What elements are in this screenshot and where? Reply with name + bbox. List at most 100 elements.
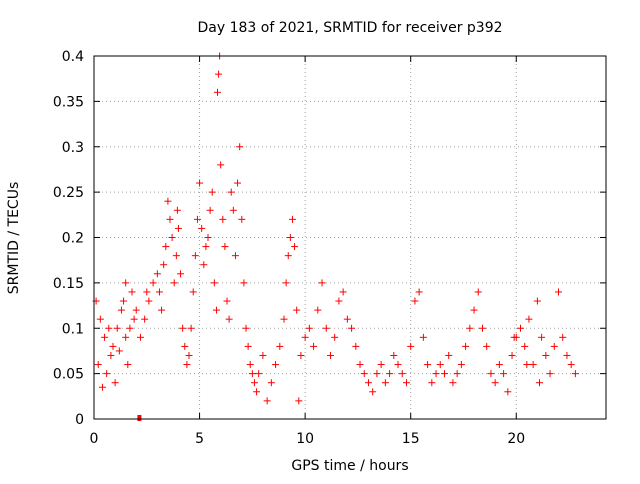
data-point bbox=[398, 370, 406, 378]
data-point bbox=[253, 388, 261, 396]
data-point bbox=[500, 370, 508, 378]
data-point bbox=[462, 342, 470, 350]
data-point bbox=[206, 206, 214, 214]
data-point bbox=[567, 361, 575, 369]
data-point bbox=[215, 70, 223, 78]
data-point bbox=[240, 279, 248, 287]
data-point bbox=[282, 279, 290, 287]
data-point bbox=[276, 342, 284, 350]
data-point bbox=[348, 324, 356, 332]
x-tick-label: 20 bbox=[507, 431, 525, 447]
data-point bbox=[523, 361, 531, 369]
data-point bbox=[419, 333, 427, 341]
data-point bbox=[122, 333, 130, 341]
y-tick-label: 0.05 bbox=[53, 367, 84, 383]
data-point bbox=[98, 383, 106, 391]
data-point bbox=[474, 288, 482, 296]
data-point bbox=[286, 234, 294, 241]
data-point bbox=[107, 351, 115, 359]
data-point bbox=[369, 388, 377, 396]
data-point bbox=[301, 333, 309, 341]
data-point bbox=[231, 252, 239, 260]
data-point bbox=[295, 397, 303, 405]
data-point bbox=[381, 379, 389, 387]
data-point bbox=[181, 342, 189, 350]
x-tick-label: 5 bbox=[195, 431, 204, 447]
data-point bbox=[487, 370, 495, 378]
data-point bbox=[204, 234, 212, 241]
data-point bbox=[483, 342, 491, 350]
points-layer bbox=[92, 52, 579, 421]
data-point bbox=[164, 197, 172, 205]
data-point bbox=[495, 361, 503, 369]
data-point bbox=[571, 370, 579, 378]
data-point bbox=[238, 215, 246, 223]
data-point bbox=[170, 279, 178, 287]
data-point bbox=[244, 342, 252, 350]
data-point bbox=[162, 243, 170, 251]
data-point bbox=[105, 324, 113, 332]
data-point bbox=[236, 143, 244, 151]
y-tick-label: 0.15 bbox=[53, 276, 84, 292]
data-point bbox=[310, 342, 318, 350]
data-point bbox=[402, 379, 410, 387]
data-point bbox=[466, 324, 474, 332]
data-point bbox=[428, 379, 436, 387]
y-axis-label: SRMTID / TECUs bbox=[6, 182, 22, 295]
data-point bbox=[352, 342, 360, 350]
data-point bbox=[411, 297, 419, 305]
data-point bbox=[386, 370, 394, 378]
data-point bbox=[343, 315, 351, 323]
data-point bbox=[149, 279, 157, 287]
data-point bbox=[280, 315, 288, 323]
y-tick-label: 0.25 bbox=[53, 185, 84, 201]
data-point bbox=[103, 370, 111, 378]
data-point bbox=[259, 351, 267, 359]
data-point bbox=[478, 324, 486, 332]
data-point bbox=[234, 179, 242, 187]
data-point bbox=[200, 261, 208, 269]
data-point bbox=[141, 315, 149, 323]
data-point bbox=[546, 370, 554, 378]
data-point bbox=[550, 342, 558, 350]
data-point bbox=[293, 306, 301, 314]
y-tick-label: 0.35 bbox=[53, 94, 84, 110]
data-point bbox=[453, 370, 461, 378]
data-point bbox=[145, 297, 153, 305]
data-point bbox=[563, 351, 571, 359]
data-point bbox=[424, 361, 432, 369]
data-point bbox=[516, 324, 524, 332]
data-point bbox=[491, 379, 499, 387]
data-point bbox=[196, 179, 204, 187]
data-point bbox=[335, 297, 343, 305]
y-tick-label: 0.4 bbox=[62, 49, 84, 65]
data-point bbox=[263, 397, 271, 405]
data-point bbox=[504, 388, 512, 396]
data-point bbox=[191, 252, 199, 260]
data-point bbox=[525, 315, 533, 323]
data-point bbox=[217, 161, 225, 169]
data-point bbox=[210, 279, 218, 287]
data-point bbox=[407, 342, 415, 350]
data-point bbox=[305, 324, 313, 332]
data-point bbox=[223, 297, 231, 305]
data-point bbox=[267, 379, 275, 387]
data-point bbox=[510, 333, 518, 341]
data-point bbox=[117, 306, 125, 314]
data-point bbox=[174, 224, 182, 232]
ticks-layer: 0 5 10 15 20 0 0.05 0.1 0.15 0.2 0.25 0.3 0.35 0.4 bbox=[53, 49, 606, 447]
y-tick-label: 0.1 bbox=[62, 321, 84, 337]
data-point bbox=[521, 342, 529, 350]
data-point bbox=[415, 288, 423, 296]
data-point bbox=[390, 351, 398, 359]
data-point bbox=[436, 361, 444, 369]
data-point bbox=[432, 370, 440, 378]
data-point bbox=[128, 288, 136, 296]
data-point bbox=[179, 324, 187, 332]
data-point bbox=[229, 206, 237, 214]
x-axis-label: GPS time / hours bbox=[291, 458, 408, 474]
data-point bbox=[185, 351, 193, 359]
data-point bbox=[132, 306, 140, 314]
data-point bbox=[202, 243, 210, 251]
